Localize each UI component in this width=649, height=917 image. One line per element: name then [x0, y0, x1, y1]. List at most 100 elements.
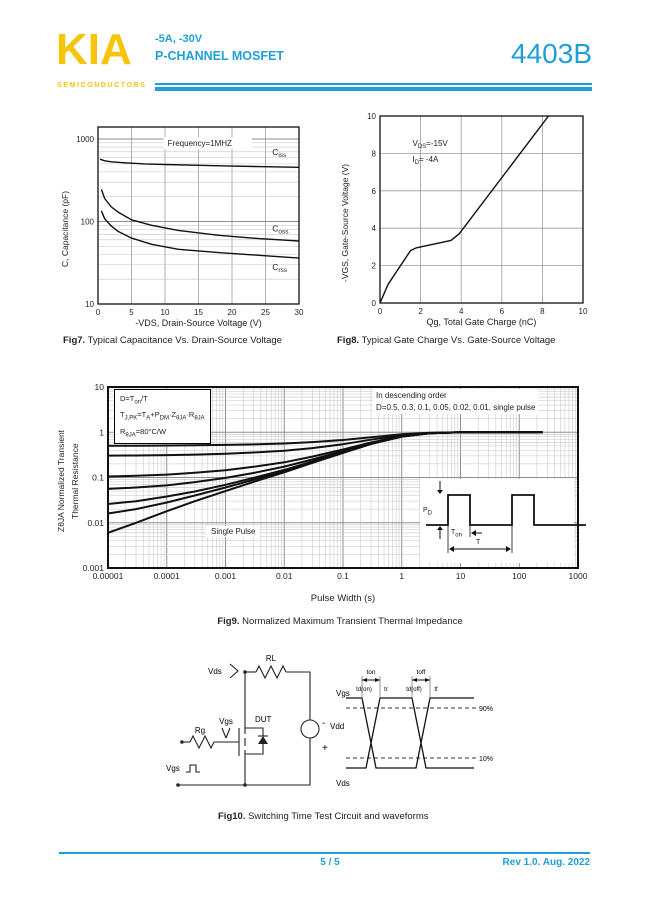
svg-text:1: 1	[99, 427, 104, 437]
part-number: 4403B	[511, 38, 592, 69]
footer-rule	[59, 852, 590, 854]
fig8-caption-text: Typical Gate Charge Vs. Gate-Source Volt…	[359, 335, 556, 346]
fig10-caption-number: Fig10.	[218, 811, 246, 822]
svg-text:10: 10	[85, 300, 94, 309]
vgs-probe-label: Vgs	[219, 717, 233, 726]
svg-text:10: 10	[161, 308, 170, 317]
vdd-minus-sign: -	[322, 718, 325, 729]
level-10-label: 10%	[479, 756, 493, 763]
waveform-vgs-label: Vgs	[336, 689, 350, 698]
svg-text:0.01: 0.01	[276, 571, 293, 581]
fig7-caption: Fig7. Typical Capacitance Vs. Drain-Sour…	[63, 335, 282, 346]
svg-text:8: 8	[540, 307, 545, 316]
vds-probe-label: Vds	[208, 667, 222, 676]
svg-text:0.00001: 0.00001	[93, 571, 124, 581]
svg-text:10: 10	[367, 112, 376, 121]
svg-text:1000: 1000	[76, 135, 94, 144]
fig8-gate-charge-chart: 0 2 4 6 8 10 0 2 4 6 8 10 VDS=-15V ID= -4A	[367, 112, 588, 316]
vdd-plus-sign: +	[322, 743, 328, 754]
svg-text:0: 0	[96, 308, 101, 317]
toff-label: toff	[417, 669, 426, 676]
fig9-x-axis-label: Pulse Width (s)	[310, 593, 376, 604]
fig10-test-circuit-and-waveforms: RL Vds Vgs Rg Vgs DUT - Vdd +	[166, 654, 493, 788]
svg-text:VDS=-15V: VDS=-15V	[412, 139, 448, 150]
rl-label: RL	[266, 654, 277, 663]
svg-text:2: 2	[372, 262, 377, 271]
fig9-legend-line2: D=0.5, 0.3, 0.1, 0.05, 0.02, 0.01, singl…	[376, 402, 536, 412]
header-device-type: P-CHANNEL MOSFET	[155, 49, 284, 63]
fig9-caption-number: Fig9.	[217, 616, 240, 627]
fig9-formula-box: D=Ton/T TJ,PK=TA+PDM·ZθJA·RθJA RθJA=80°C…	[114, 389, 211, 444]
fig9-formula-line3: RθJA=80°C/W	[120, 426, 167, 439]
fig9-y-axis-label-line2: Thermal Resistance	[70, 443, 80, 519]
vdd-label: Vdd	[330, 722, 344, 731]
svg-text:0.01: 0.01	[87, 518, 104, 528]
kia-logo: KIA	[56, 25, 132, 74]
fig9-formula-line2: TJ,PK=TA+PDM·ZθJA·RθJA	[120, 410, 205, 422]
svg-text:0.001: 0.001	[215, 571, 237, 581]
fig9-block: 0.00001 0.0001 0.001 0.01 0.1 1 10 100 1000 10 1 0.…	[56, 379, 613, 594]
svg-text:0: 0	[378, 307, 383, 316]
td-off-label: td(off)	[406, 687, 422, 693]
fig7-caption-number: Fig7.	[63, 335, 86, 346]
svg-text:30: 30	[295, 308, 304, 317]
fig9-caption-text: Normalized Maximum Transient Thermal Imp…	[239, 616, 463, 627]
rg-label: Rg	[195, 726, 205, 735]
fig9-inset-ton-label: Ton	[450, 529, 463, 539]
fig7-caption-text: Typical Capacitance Vs. Drain-Source Vol…	[85, 335, 282, 346]
fig7-y-axis-label: C, Capacitance (pF)	[60, 190, 70, 268]
svg-text:100: 100	[81, 218, 95, 227]
fig10-caption: Fig10. Switching Time Test Circuit and w…	[218, 811, 428, 822]
svg-text:6: 6	[500, 307, 505, 316]
dut-label: DUT	[255, 715, 272, 724]
svg-text:ID= -4A: ID= -4A	[412, 155, 439, 166]
waveform-vds-label: Vds	[336, 779, 350, 788]
svg-text:100: 100	[512, 571, 526, 581]
fig9-duty-cycle-legend: In descending order D=0.5, 0.3, 0.1, 0.0…	[373, 389, 539, 415]
fig9-inset-pd-label: PD	[422, 507, 434, 517]
svg-text:15: 15	[194, 308, 203, 317]
svg-text:10: 10	[456, 571, 466, 581]
fig8-caption-number: Fig8.	[337, 335, 360, 346]
level-90-label: 90%	[479, 706, 493, 713]
tr-label: tr	[384, 687, 388, 693]
svg-text:Ciss: Ciss	[272, 147, 287, 159]
svg-text:5: 5	[129, 308, 134, 317]
fig8-x-axis-label: Qg, Total Gate Charge (nC)	[426, 317, 537, 327]
svg-text:10: 10	[579, 307, 588, 316]
kia-logo-subtext: SEMICONDUCTORS	[57, 82, 147, 89]
pulse-source-label: Vgs	[166, 764, 180, 773]
svg-text:0.0001: 0.0001	[154, 571, 180, 581]
svg-text:4: 4	[372, 224, 377, 233]
fig8-block: 0 2 4 6 8 10 0 2 4 6 8 10 VDS=-15V ID= -4A -VGS, Gate…	[337, 108, 628, 358]
tf-label: tf	[434, 687, 438, 693]
td-on-label: td(on)	[356, 687, 372, 693]
fig10-block: RL Vds Vgs Rg Vgs DUT - Vdd +	[160, 650, 500, 808]
fig9-legend-line1: In descending order	[376, 391, 447, 400]
svg-text:Frequency=1MHZ: Frequency=1MHZ	[168, 139, 232, 148]
fig9-pulse-inset-drawing	[420, 479, 586, 563]
svg-text:6: 6	[372, 187, 377, 196]
fig7-block: 0 5 10 15 20 25 30 10 100 1000 Ciss Coss Crss Frequen…	[60, 119, 360, 359]
header-rating: -5A, -30V	[155, 33, 203, 45]
svg-text:25: 25	[261, 308, 270, 317]
svg-text:1000: 1000	[569, 571, 588, 581]
svg-text:Coss: Coss	[272, 223, 289, 235]
fig9-y-axis-label-line1: ZθJA Normalized Transient	[56, 429, 66, 533]
fig8-y-axis-label: -VGS, Gate-Source Voltage (V)	[340, 163, 350, 283]
fig8-caption: Fig8. Typical Gate Charge Vs. Gate-Sourc…	[337, 335, 555, 346]
svg-text:2: 2	[418, 307, 423, 316]
svg-text:0: 0	[372, 299, 377, 308]
svg-text:20: 20	[228, 308, 237, 317]
svg-text:1: 1	[399, 571, 404, 581]
svg-text:10: 10	[95, 382, 105, 392]
svg-text:4: 4	[459, 307, 464, 316]
ton-label: ton	[366, 669, 375, 676]
fig10-caption-text: Switching Time Test Circuit and waveform…	[245, 811, 429, 822]
svg-text:0.1: 0.1	[92, 473, 104, 483]
header-rule-thick	[155, 87, 592, 91]
svg-text:0.1: 0.1	[337, 571, 349, 581]
header-rule-thin	[155, 83, 592, 85]
footer-revision: Rev 1.0. Aug. 2022	[502, 857, 590, 868]
